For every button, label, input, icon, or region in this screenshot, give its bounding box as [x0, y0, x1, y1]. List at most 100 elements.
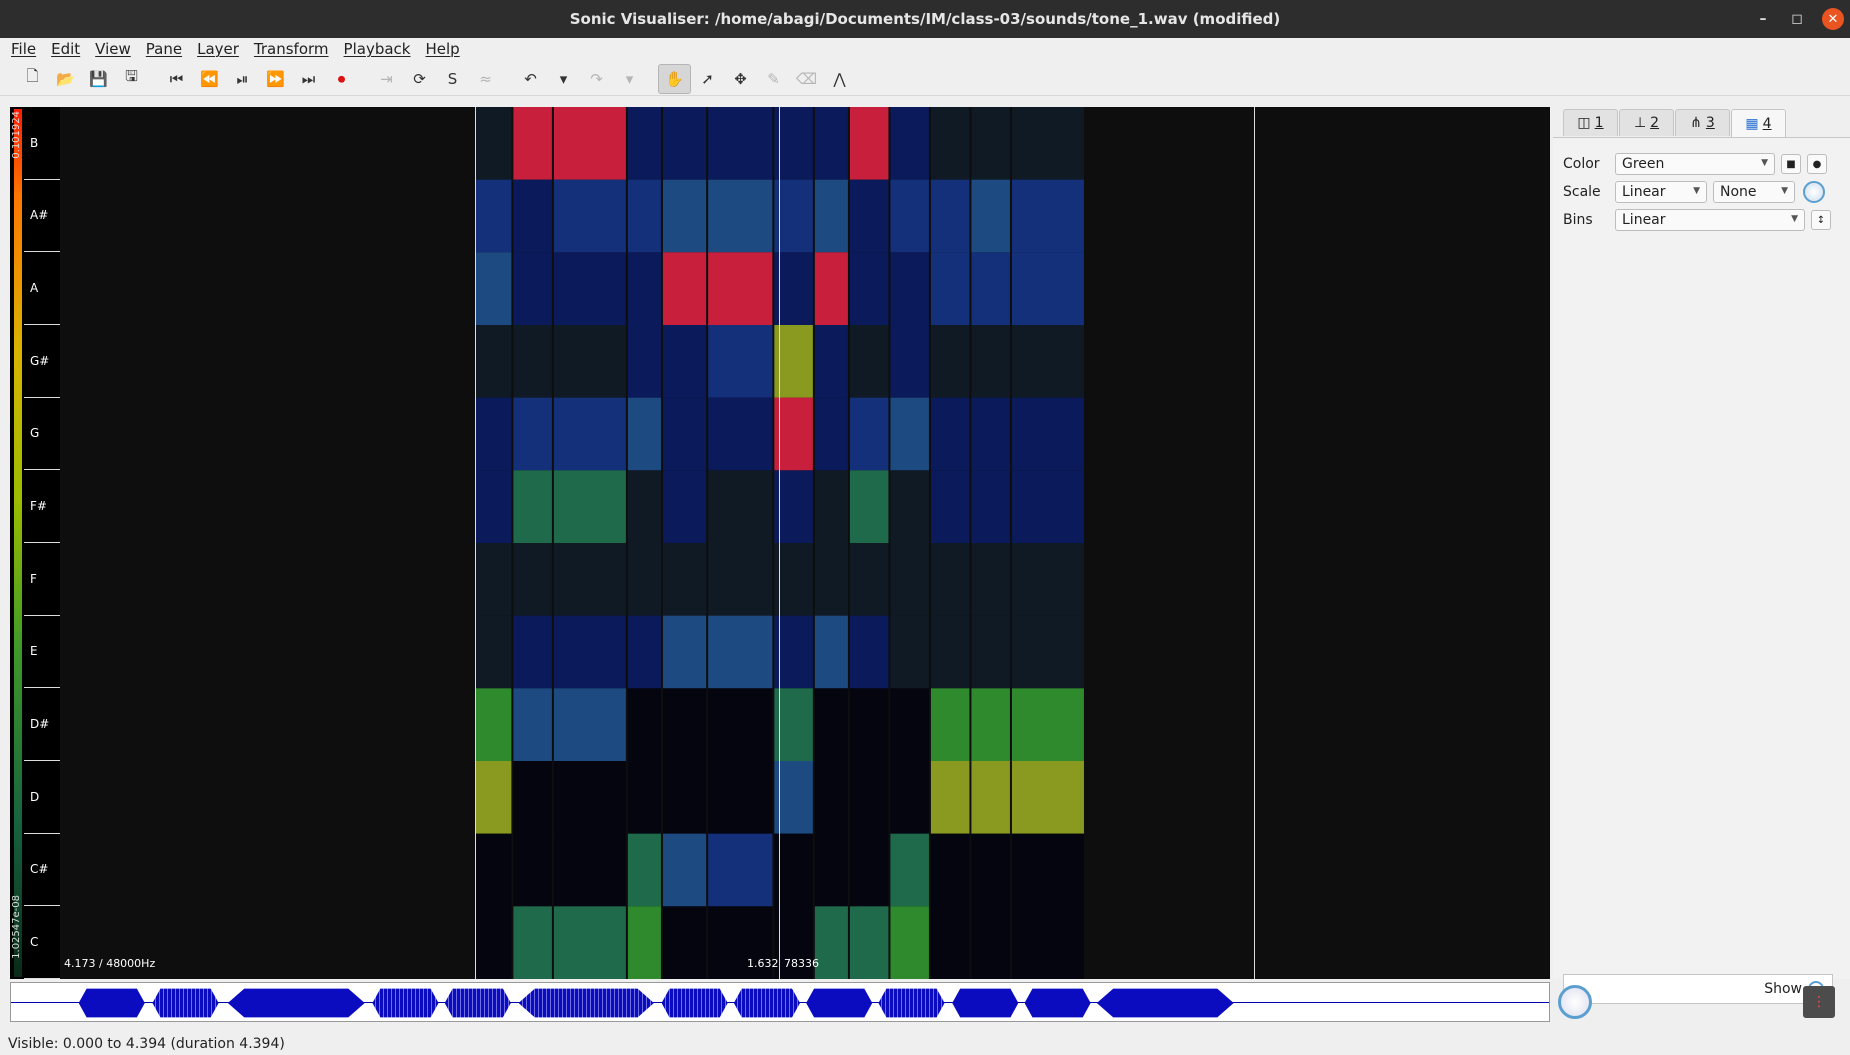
waveform-segment	[152, 988, 219, 1018]
scale-select-value: Linear	[1622, 184, 1666, 200]
chroma-cell	[627, 470, 661, 543]
chroma-cell	[662, 252, 707, 325]
navigate-tool-icon[interactable]: ✋	[658, 63, 691, 94]
window-controls: – ◻ ✕	[1748, 0, 1850, 38]
play-pause-icon[interactable]: ⏯	[236, 69, 249, 88]
chroma-cell	[513, 615, 552, 689]
key-label: F#	[24, 470, 60, 543]
draw-tool-icon[interactable]: ✎	[767, 69, 780, 88]
chroma-cell	[814, 688, 848, 761]
overview-zoom-dial-icon[interactable]	[1558, 985, 1592, 1019]
chroma-cell	[1011, 833, 1084, 907]
menu-layer[interactable]: Layer	[197, 40, 239, 58]
key-label: C#	[24, 834, 60, 907]
chromagram-grid	[476, 107, 1084, 979]
chroma-cell	[627, 107, 661, 180]
chroma-cell	[1011, 107, 1084, 180]
chroma-cell	[774, 470, 813, 543]
bins-row: Bins Linear ▼ ↕	[1563, 208, 1831, 232]
chroma-cell	[553, 906, 626, 979]
tab-4[interactable]: ▦ 4	[1731, 109, 1786, 138]
gain-dial-icon[interactable]	[1803, 181, 1825, 203]
erase-tool-icon[interactable]: ⌫	[795, 69, 818, 88]
tab-3[interactable]: ⋔ 3	[1675, 109, 1730, 136]
chroma-cell	[627, 397, 661, 471]
rewind-icon[interactable]: ⏪	[200, 69, 219, 88]
status-text: Visible: 0.000 to 4.394 (duration 4.394)	[8, 1036, 285, 1052]
chevron-down-icon: ▼	[1791, 214, 1798, 224]
chroma-cell	[476, 107, 512, 180]
bins-options-icon[interactable]: ↕	[1811, 210, 1831, 230]
color-select-value: Green	[1622, 156, 1665, 172]
redo-icon[interactable]: ↷	[590, 69, 603, 88]
chroma-cell	[971, 833, 1010, 907]
record-icon[interactable]: ⏺	[337, 69, 346, 88]
menu-pane[interactable]: Pane	[145, 40, 183, 58]
tab-2[interactable]: ⊥ 2	[1619, 109, 1674, 136]
key-label: F	[24, 543, 60, 616]
rewind-start-icon[interactable]: ⏮	[169, 69, 184, 88]
waveform-segment	[78, 988, 145, 1018]
waveform-overview[interactable]	[10, 982, 1550, 1022]
chroma-cell	[971, 179, 1010, 253]
select-tool-icon[interactable]: ➚	[701, 69, 714, 88]
chroma-cell	[1011, 397, 1084, 471]
close-button[interactable]: ✕	[1822, 8, 1844, 30]
chroma-cell	[662, 470, 707, 543]
tab-1[interactable]: ◫ 1	[1563, 109, 1618, 136]
minimize-button[interactable]: –	[1759, 11, 1767, 27]
menu-transform[interactable]: Transform	[253, 40, 329, 58]
chroma-cell	[627, 906, 661, 979]
undo-icon[interactable]: ↶	[524, 69, 537, 88]
scale-select[interactable]: Linear ▼	[1615, 181, 1707, 203]
play-selection-icon[interactable]: ⇥	[380, 69, 393, 88]
menu-help[interactable]: Help	[425, 40, 460, 58]
key-label: B	[24, 107, 60, 180]
chroma-cell	[774, 906, 813, 979]
measure-tool-icon[interactable]: ⋀	[833, 69, 846, 88]
chroma-cell	[513, 761, 552, 834]
redo-menu-icon[interactable]: ▾	[625, 69, 634, 88]
chroma-cell	[627, 325, 661, 398]
chroma-cell	[708, 107, 773, 180]
overview-menu-button[interactable]: ⋮	[1803, 986, 1835, 1018]
undo-menu-icon[interactable]: ▾	[559, 69, 568, 88]
chroma-cell	[774, 615, 813, 689]
align-icon[interactable]: ≈	[479, 69, 492, 88]
chroma-cell	[814, 325, 848, 398]
invert-colors-icon[interactable]: ■	[1781, 154, 1801, 174]
playback-cursor[interactable]	[779, 107, 780, 979]
save-as-icon[interactable]: 🖫	[125, 67, 138, 85]
maximize-button[interactable]: ◻	[1791, 11, 1803, 27]
open-file-icon[interactable]: 📂	[56, 69, 75, 88]
bins-select-value: Linear	[1622, 212, 1666, 228]
chroma-cell	[708, 543, 773, 616]
tab-number: 3	[1705, 115, 1715, 131]
chroma-cell	[814, 470, 848, 543]
chroma-cell	[553, 761, 626, 834]
cursor-time-readout: 1.632	[747, 957, 779, 970]
move-tool-icon[interactable]: ✥	[734, 69, 747, 88]
chroma-cell	[662, 325, 707, 398]
new-file-icon[interactable]: 🗋	[26, 67, 39, 85]
menu-file[interactable]: File	[11, 40, 37, 58]
save-icon[interactable]: 💾	[89, 69, 108, 88]
color-select[interactable]: Green ▼	[1615, 153, 1775, 175]
chroma-cell	[627, 615, 661, 689]
waveform-segment	[518, 988, 654, 1018]
solo-icon[interactable]: S	[447, 69, 458, 88]
menu-playback[interactable]: Playback	[343, 40, 411, 58]
selection-start-line	[475, 107, 476, 979]
chromagram-pane[interactable]: 0.101924 1.02547e-08 B A# A G# G F# F E D# D C# C 4…	[10, 107, 1550, 979]
fast-forward-end-icon[interactable]: ⏭	[301, 69, 316, 88]
chroma-cell	[1011, 470, 1084, 543]
menu-view[interactable]: View	[95, 40, 131, 58]
fast-forward-icon[interactable]: ⏩	[266, 69, 285, 88]
show-toggle-box[interactable]: Show	[1563, 974, 1833, 1004]
loop-icon[interactable]: ⟳	[413, 69, 426, 88]
normalize-select[interactable]: None ▼	[1713, 181, 1795, 203]
menu-edit[interactable]: Edit	[51, 40, 81, 58]
bins-select[interactable]: Linear ▼	[1615, 209, 1805, 231]
chroma-cell	[708, 470, 773, 543]
color-rotate-icon[interactable]: ●	[1807, 154, 1827, 174]
